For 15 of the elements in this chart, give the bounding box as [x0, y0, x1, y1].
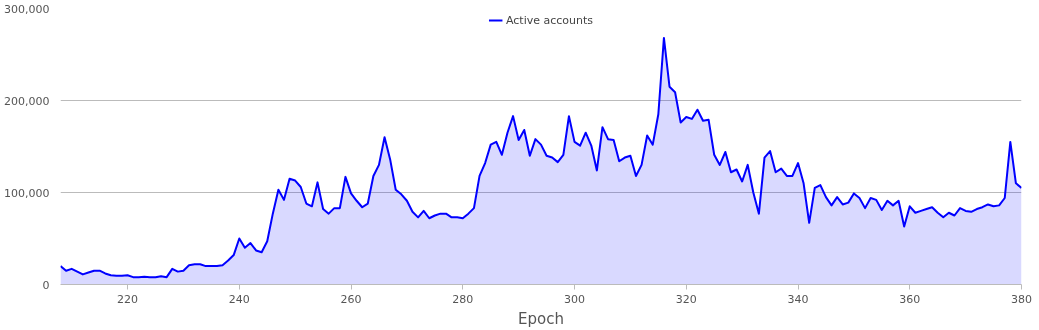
x-tick-label: 300	[564, 292, 586, 306]
x-tick-label: 280	[452, 292, 474, 306]
y-tick-label: 200,000	[4, 94, 50, 108]
y-tick-label: 0	[42, 278, 50, 292]
x-axis-title: Epoch	[518, 309, 564, 328]
x-tick-label: 260	[340, 292, 362, 306]
x-tick-label: 380	[1011, 292, 1032, 306]
legend-label: Active accounts	[505, 13, 594, 27]
x-tick-label: 220	[117, 292, 139, 306]
y-tick-label: 300,000	[4, 2, 50, 16]
x-tick-label: 320	[675, 292, 697, 306]
x-tick-label: 340	[787, 292, 809, 306]
x-tick-label: 240	[228, 292, 250, 306]
y-tick-label: 100,000	[4, 186, 50, 200]
x-tick-label: 360	[899, 292, 921, 306]
